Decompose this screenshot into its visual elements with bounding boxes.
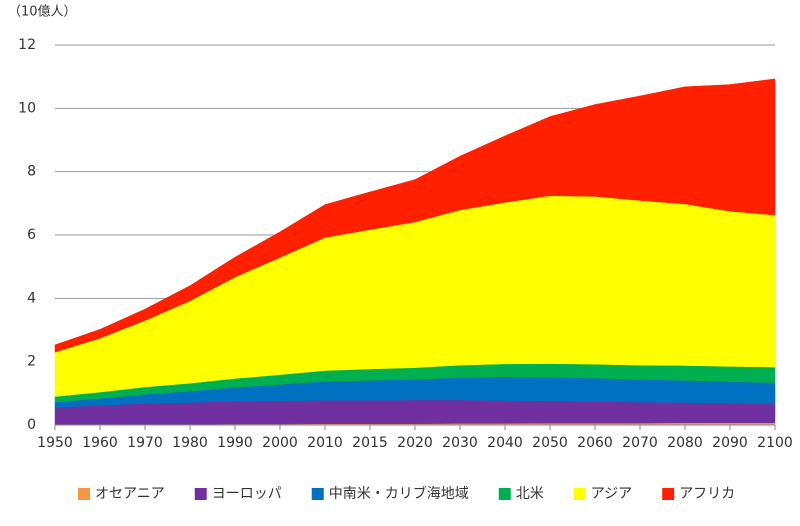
legend-label: 北米 bbox=[516, 486, 544, 502]
legend-label: オセアニア bbox=[95, 486, 165, 502]
y-axis-label: （10億人） bbox=[8, 4, 77, 20]
y-tick-label: 2 bbox=[27, 354, 36, 370]
y-tick-label: 10 bbox=[18, 100, 36, 116]
x-tick-label: 2090 bbox=[712, 435, 748, 451]
x-tick-label: 2070 bbox=[622, 435, 658, 451]
x-tick-label: 1990 bbox=[217, 435, 253, 451]
x-tick-label: 2020 bbox=[397, 435, 433, 451]
x-tick-label: 1950 bbox=[37, 435, 73, 451]
legend-label: ヨーロッパ bbox=[212, 486, 282, 502]
x-tick-label: 1960 bbox=[82, 435, 118, 451]
legend-swatch bbox=[498, 488, 511, 500]
y-tick-label: 12 bbox=[18, 37, 36, 53]
x-tick-label: 2100 bbox=[757, 435, 793, 451]
area bbox=[54, 399, 776, 425]
legend-swatch bbox=[573, 488, 586, 500]
x-tick-label: 2040 bbox=[487, 435, 523, 451]
x-tick-label: 2030 bbox=[442, 435, 478, 451]
y-tick-label: 8 bbox=[27, 164, 36, 180]
y-tick-label: 0 bbox=[27, 417, 36, 433]
x-tick-label: 1970 bbox=[127, 435, 163, 451]
area bbox=[54, 78, 776, 353]
legend-swatch bbox=[662, 488, 675, 500]
legend-swatch bbox=[194, 488, 207, 500]
y-tick-label: 6 bbox=[27, 227, 36, 243]
y-tick-label: 4 bbox=[27, 290, 36, 306]
x-tick-label: 2015 bbox=[352, 435, 388, 451]
legend-swatch bbox=[311, 488, 324, 500]
legend: オセアニア ヨーロッパ 中南米・カリブ海地域 北米 アジア アフリカ bbox=[78, 485, 735, 502]
x-tick-label: 2050 bbox=[532, 435, 568, 451]
legend-label: 中南米・カリブ海地域 bbox=[329, 485, 469, 502]
legend-swatch bbox=[78, 488, 90, 500]
legend-label: アフリカ bbox=[679, 486, 735, 502]
legend-label: アジア bbox=[591, 486, 632, 502]
x-tick-label: 2080 bbox=[667, 435, 703, 451]
x-tick-label: 2010 bbox=[307, 435, 343, 451]
x-tick-label: 2060 bbox=[577, 435, 613, 451]
x-tick-label: 2000 bbox=[262, 435, 298, 451]
x-tick-label: 1980 bbox=[172, 435, 208, 451]
